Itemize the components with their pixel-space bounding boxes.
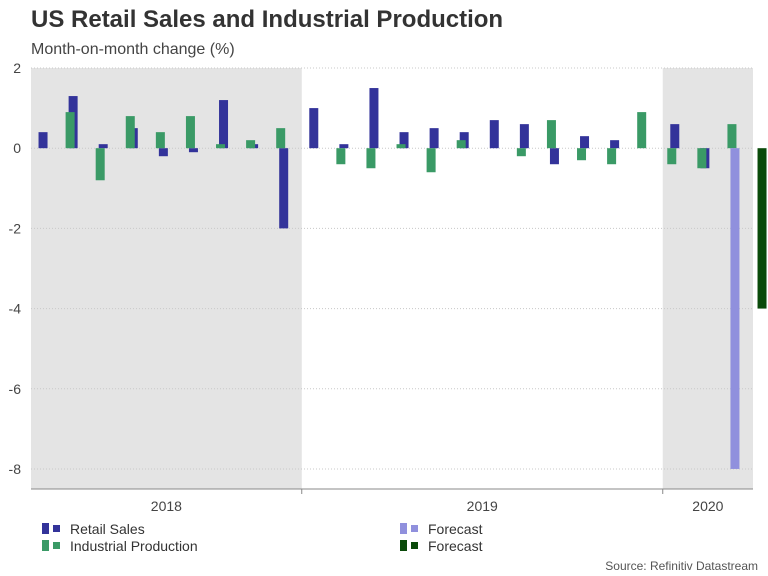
- legend-swatch-forecast-retail-small: [411, 525, 418, 532]
- bar-1-7: [276, 128, 286, 149]
- bar-1-4: [185, 116, 195, 149]
- bar-1-0: [65, 112, 75, 149]
- legend-label-industrial-production: Industrial Production: [70, 537, 198, 554]
- legend-swatch-forecast-industrial-small: [411, 542, 418, 549]
- bar-0-15: [489, 120, 499, 149]
- legend-label-retail-sales: Retail Sales: [70, 520, 145, 537]
- bar-1-1: [95, 148, 105, 181]
- bar-1-5: [216, 144, 226, 149]
- bar-3-23: [757, 148, 767, 309]
- bar-0-14: [459, 132, 469, 149]
- bar-1-16: [546, 120, 556, 149]
- legend-item-industrial-production: Industrial Production: [42, 537, 198, 554]
- bar-1-2: [125, 116, 135, 149]
- bar-0-4: [158, 148, 168, 157]
- bar-0-18: [580, 136, 590, 149]
- legend-swatch-industrial-production: [42, 540, 49, 551]
- legend-swatch-forecast-industrial: [400, 540, 407, 551]
- bar-1-3: [155, 132, 165, 149]
- bar-1-6: [246, 140, 256, 149]
- chart-title: US Retail Sales and Industrial Productio…: [31, 6, 504, 33]
- bar-1-17: [577, 148, 587, 161]
- legend-right: Forecast Forecast: [400, 520, 482, 554]
- bar-1-10: [366, 148, 376, 169]
- legend-left: Retail Sales Industrial Production: [42, 520, 198, 554]
- bar-0-17: [549, 148, 559, 165]
- bar-0-12: [399, 132, 409, 149]
- bar-0-10: [339, 144, 349, 149]
- bar-1-12: [426, 148, 436, 173]
- x-year-label: 2019: [467, 498, 498, 514]
- x-year-label: 2020: [692, 498, 723, 514]
- legend-item-retail-sales: Retail Sales: [42, 520, 198, 537]
- legend-swatch-forecast-retail: [400, 523, 407, 534]
- chart-subtitle: Month-on-month change (%): [31, 41, 235, 58]
- bar-0-16: [519, 124, 529, 149]
- bar-0-11: [369, 88, 379, 149]
- legend-label-forecast-industrial: Forecast: [428, 537, 483, 554]
- bar-1-20: [667, 148, 677, 165]
- bar-2-23: [730, 148, 740, 469]
- x-year-label: 2018: [151, 498, 182, 514]
- bar-1-21: [697, 148, 707, 169]
- legend-label-forecast-retail: Forecast: [428, 520, 483, 537]
- bar-0-0: [38, 132, 48, 149]
- bar-0-8: [279, 148, 289, 229]
- bar-1-11: [396, 144, 406, 149]
- bar-0-21: [670, 124, 680, 149]
- bar-0-2: [98, 144, 108, 149]
- source-note: Source: Refinitiv Datastream: [605, 559, 758, 573]
- y-tick-label: 2: [13, 60, 21, 76]
- y-tick-label: -8: [9, 461, 22, 477]
- legend-item-forecast-retail: Forecast: [400, 520, 482, 537]
- bar-0-5: [188, 148, 198, 153]
- legend-item-forecast-industrial: Forecast: [400, 537, 482, 554]
- bar-1-9: [336, 148, 346, 165]
- legend-swatch-retail-sales: [42, 523, 49, 534]
- bar-1-13: [456, 140, 466, 149]
- y-tick-label: -2: [9, 220, 22, 236]
- bar-1-22: [727, 124, 737, 149]
- y-tick-label: -6: [9, 381, 22, 397]
- y-tick-label: -4: [9, 301, 22, 317]
- bar-0-6: [219, 100, 229, 149]
- bar-1-19: [637, 112, 647, 149]
- y-tick-label: 0: [13, 140, 21, 156]
- bar-0-13: [429, 128, 439, 149]
- bar-0-9: [309, 108, 319, 149]
- bar-0-19: [610, 140, 620, 149]
- legend-swatch-retail-sales-small: [53, 525, 60, 532]
- legend-swatch-industrial-production-small: [53, 542, 60, 549]
- bar-1-18: [607, 148, 617, 165]
- bar-1-15: [516, 148, 526, 157]
